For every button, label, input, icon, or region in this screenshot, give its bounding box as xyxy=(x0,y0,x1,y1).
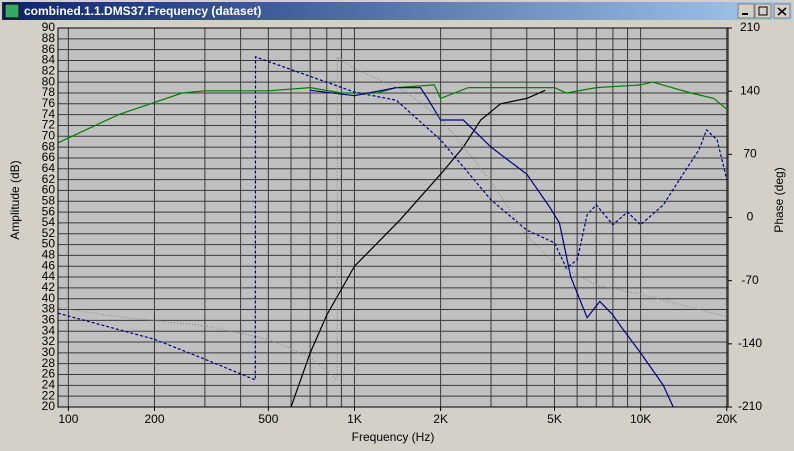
y2-tick-label: 0 xyxy=(747,210,754,224)
y-tick-label: 82 xyxy=(42,63,56,77)
minimize-button[interactable] xyxy=(737,3,755,19)
y-tick-label: 50 xyxy=(42,237,56,251)
y-tick-label: 52 xyxy=(42,226,56,240)
y-tick-label: 72 xyxy=(42,118,56,132)
y-tick-label: 80 xyxy=(42,74,56,88)
x-tick-label: 2K xyxy=(433,412,448,426)
y2-tick-label: 210 xyxy=(740,20,760,34)
y-tick-label: 88 xyxy=(42,31,56,45)
x-axis-title: Frequency (Hz) xyxy=(352,430,435,444)
y-tick-label: 90 xyxy=(42,20,56,34)
y-tick-label: 74 xyxy=(42,107,56,121)
y-tick-label: 38 xyxy=(42,302,56,316)
x-tick-label: 1K xyxy=(347,412,362,426)
window-title: combined.1.1.DMS37.Frequency (dataset) xyxy=(24,4,261,18)
y-tick-label: 70 xyxy=(42,128,56,142)
x-tick-label: 100 xyxy=(58,412,78,426)
y-tick-label: 30 xyxy=(42,345,56,359)
y-tick-label: 34 xyxy=(42,323,56,337)
y-tick-label: 78 xyxy=(42,85,56,99)
y-tick-label: 84 xyxy=(42,53,56,67)
x-tick-label: 200 xyxy=(144,412,164,426)
y-tick-label: 46 xyxy=(42,258,56,272)
y-tick-label: 60 xyxy=(42,183,56,197)
series-line xyxy=(291,90,545,407)
y-tick-label: 40 xyxy=(42,291,56,305)
plot-border xyxy=(57,27,729,408)
x-tick-label: 10K xyxy=(630,412,651,426)
y-tick-label: 26 xyxy=(42,367,56,381)
y-tick-label: 44 xyxy=(42,269,56,283)
x-tick-label: 5K xyxy=(547,412,562,426)
y-tick-label: 24 xyxy=(42,378,56,392)
series-line xyxy=(58,82,727,143)
title-bar xyxy=(2,2,792,20)
plot-area xyxy=(58,28,728,407)
y-tick-label: 62 xyxy=(42,172,56,186)
y-tick-label: 66 xyxy=(42,150,56,164)
y-tick-label: 86 xyxy=(42,42,56,56)
x-tick-label: 500 xyxy=(258,412,278,426)
x-tick-label: 20K xyxy=(716,412,737,426)
y-tick-label: 42 xyxy=(42,280,56,294)
y-tick-label: 22 xyxy=(42,388,56,402)
close-button[interactable] xyxy=(773,3,791,19)
y-tick-label: 48 xyxy=(42,248,56,262)
y2-tick-label: -70 xyxy=(741,273,759,287)
maximize-button[interactable] xyxy=(754,3,772,19)
y2-axis-title: Phase (deg) xyxy=(772,167,786,232)
y-axis-title: Amplitude (dB) xyxy=(8,160,22,239)
y-tick-label: 32 xyxy=(42,334,56,348)
app-icon xyxy=(4,3,20,19)
y-tick-label: 76 xyxy=(42,96,56,110)
y-tick-label: 56 xyxy=(42,204,56,218)
y-tick-label: 58 xyxy=(42,193,56,207)
series-line xyxy=(310,88,673,407)
y-tick-label: 20 xyxy=(42,399,56,413)
y-tick-label: 36 xyxy=(42,313,56,327)
y2-tick-label: 70 xyxy=(743,147,757,161)
series-line xyxy=(58,57,727,380)
y-tick-label: 54 xyxy=(42,215,56,229)
y-tick-label: 28 xyxy=(42,356,56,370)
y-tick-label: 64 xyxy=(42,161,56,175)
y-tick-label: 68 xyxy=(42,139,56,153)
series-line xyxy=(58,57,727,380)
y2-tick-label: -210 xyxy=(738,399,762,413)
y2-tick-label: 140 xyxy=(740,83,760,97)
y2-tick-label: -140 xyxy=(738,336,762,350)
